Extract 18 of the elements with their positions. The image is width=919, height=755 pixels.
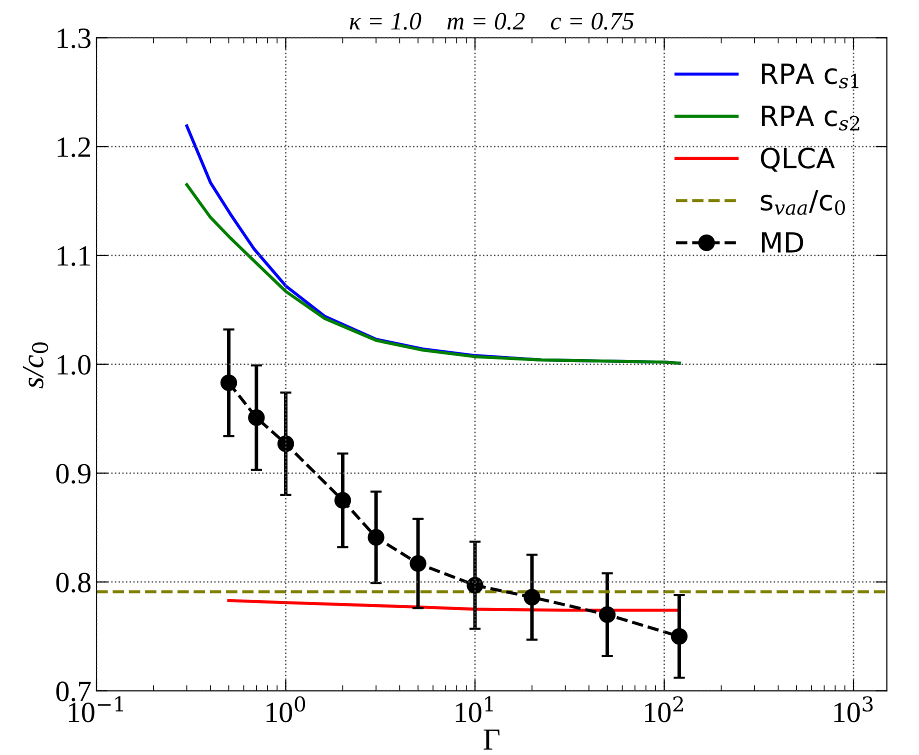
y-tick-label: 1.3 <box>58 28 90 48</box>
legend-label: QLCA <box>760 148 835 172</box>
x-tick-label: 10$^{3}$ <box>834 696 873 722</box>
legend-label: s$_{vaa}$/c$_{0}$ <box>760 190 845 215</box>
x-tick-label: 10$^{2}$ <box>645 696 683 722</box>
legend-label: RPA c$_{s1}$ <box>762 64 858 88</box>
x-tick-label: 10$^{0}$ <box>266 696 306 722</box>
y-axis-title: s/c$_{0}$ <box>22 342 48 388</box>
legend-label: MD <box>762 232 804 253</box>
x-axis-title: Γ <box>484 730 500 750</box>
y-tick-label: 1.2 <box>58 137 90 158</box>
legend-label: RPA c$_{s2}$ <box>762 106 860 131</box>
y-tick-label: 0.9 <box>56 464 90 484</box>
y-tick-label: 1.0 <box>58 355 91 375</box>
x-tick-label: 10$^{1}$ <box>456 696 493 722</box>
y-tick-label: 1.1 <box>58 246 90 266</box>
chart-title: κ = 1.0 m = 0.2 c = 0.75 <box>350 12 634 30</box>
y-tick-label: 0.8 <box>56 572 91 593</box>
